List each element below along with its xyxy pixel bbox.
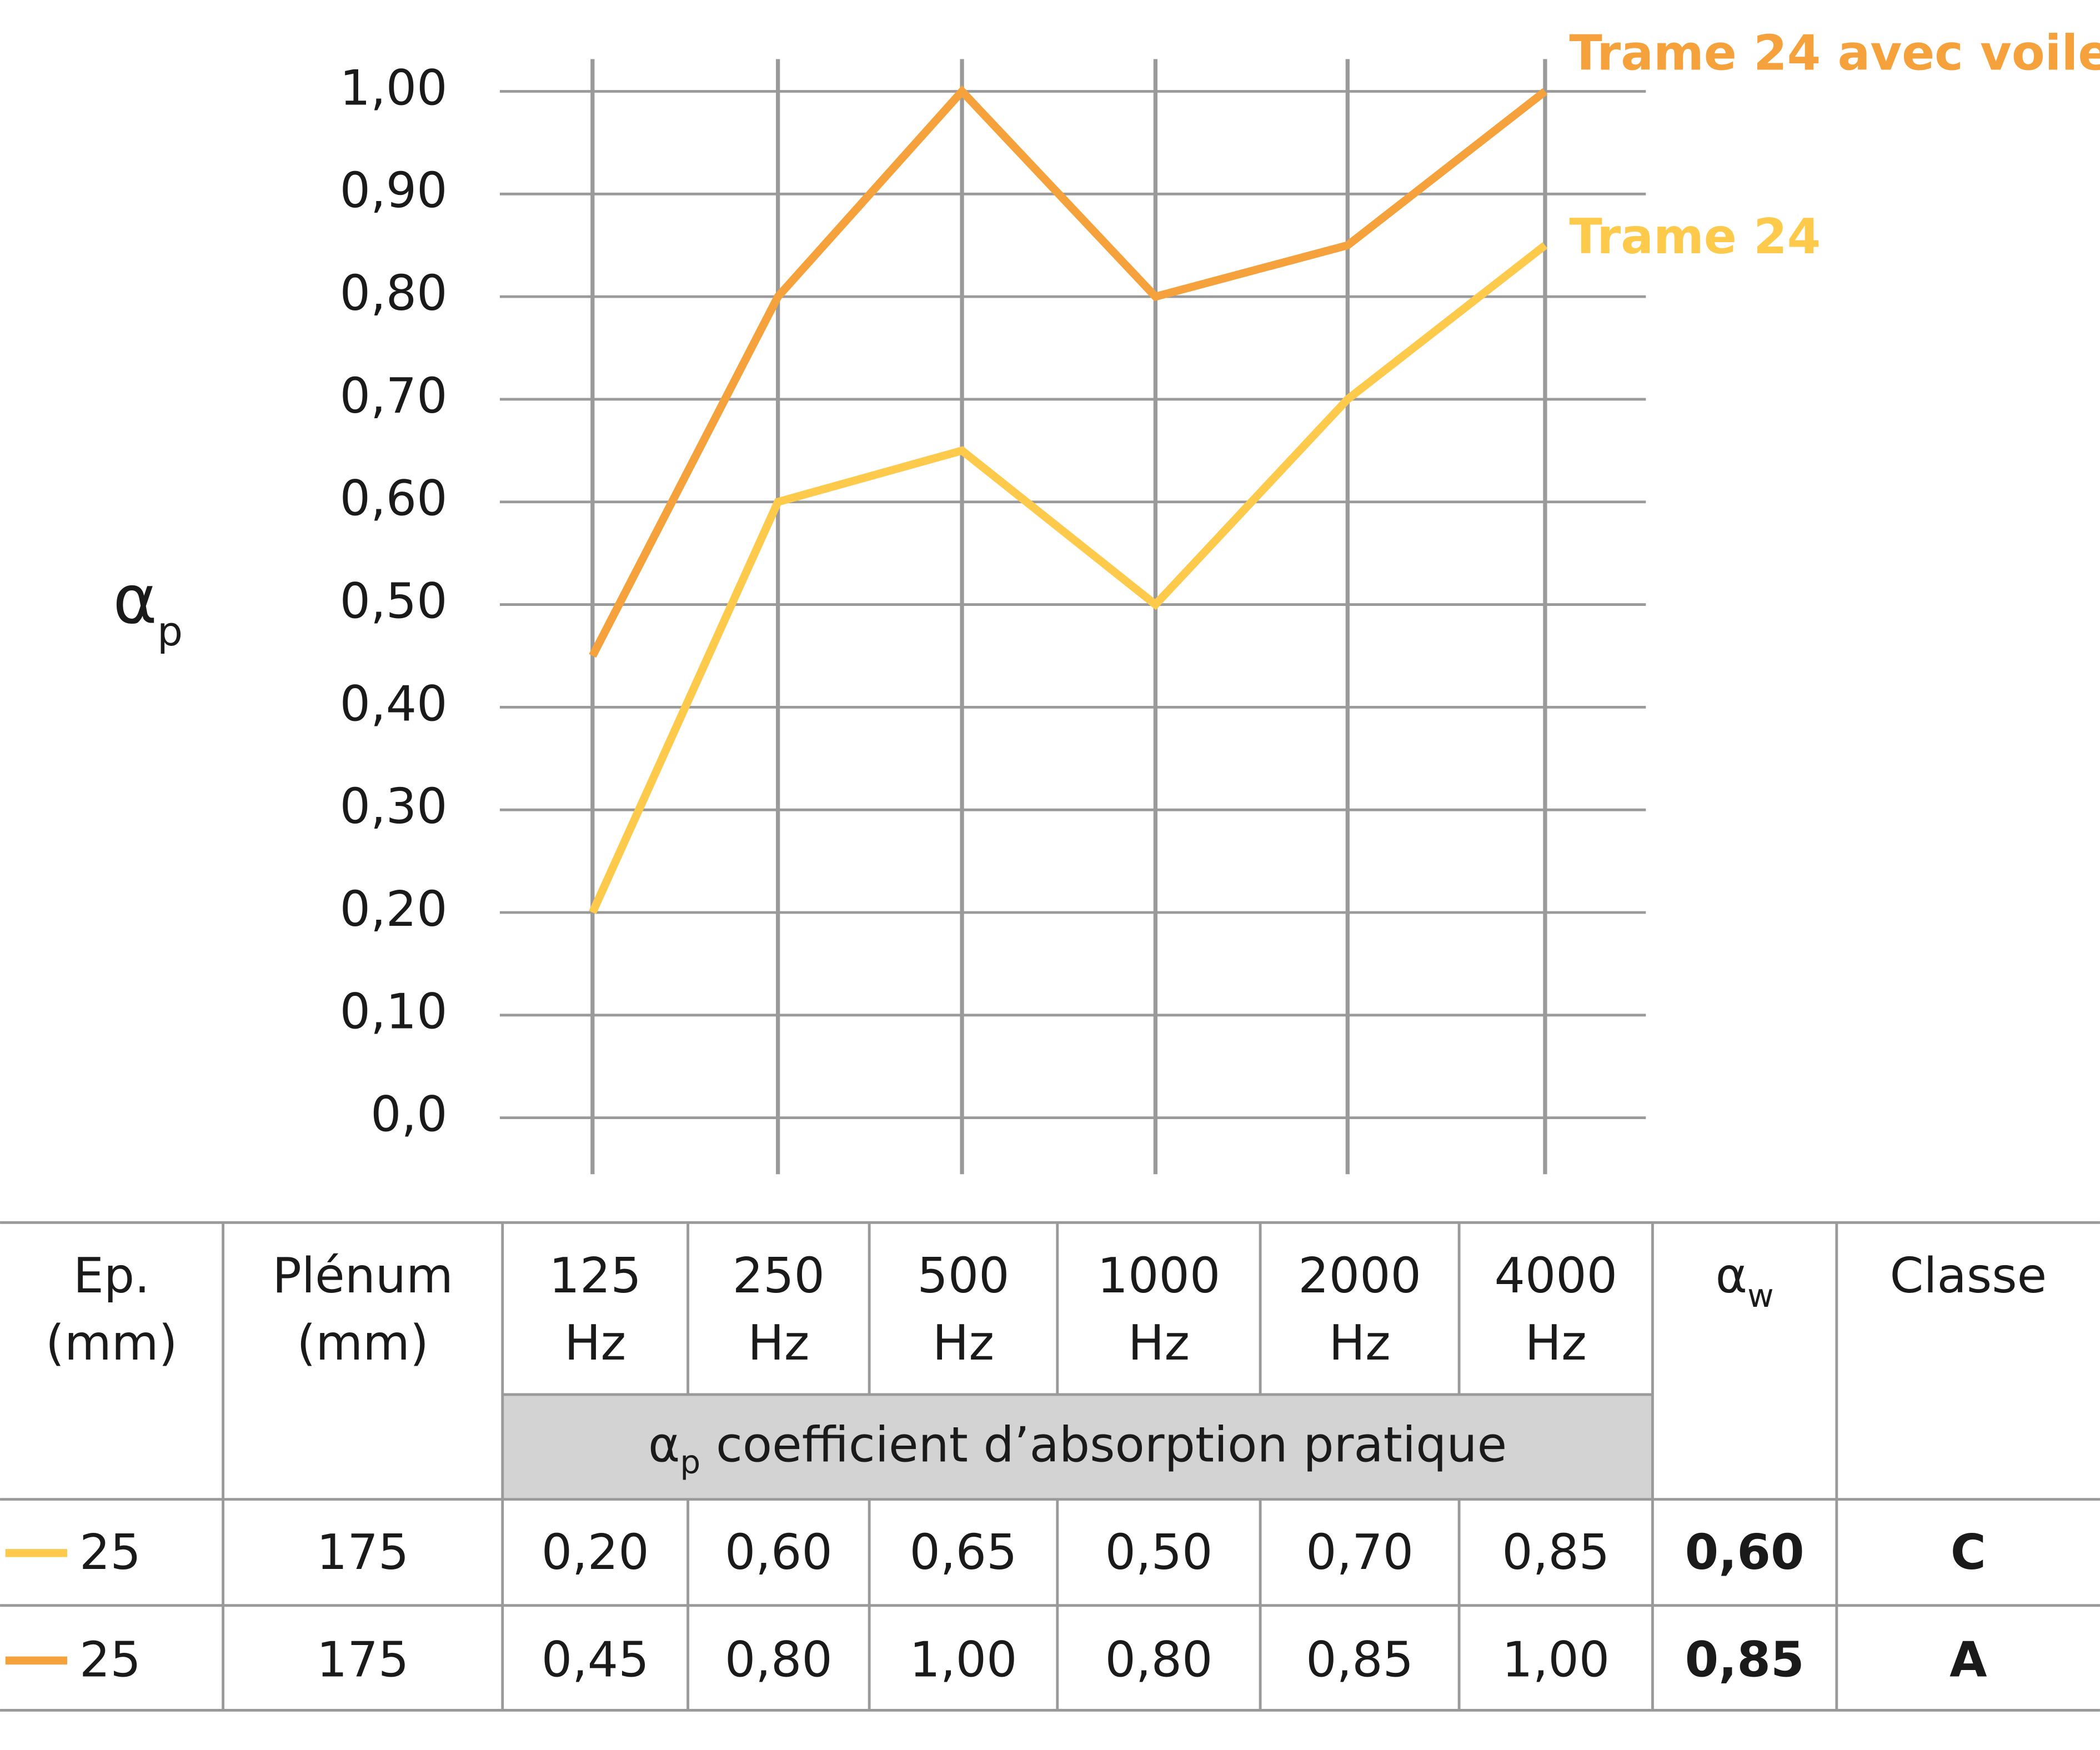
table-cell: 25 (79, 1524, 141, 1581)
column-header: (mm) (46, 1315, 178, 1371)
table-cell: 0,60 (725, 1524, 833, 1581)
table-cell: C (1951, 1524, 1986, 1581)
table-cell: 0,80 (1105, 1632, 1212, 1688)
table-cell: 0,85 (1502, 1524, 1610, 1581)
table-cell: 1,00 (910, 1632, 1018, 1688)
band-text: coefficient d’absorption pratique (700, 1417, 1507, 1473)
table-cell: 0,80 (725, 1632, 833, 1688)
band-symbol: α (648, 1417, 680, 1473)
table-cell: 175 (317, 1632, 409, 1688)
column-header: Hz (1525, 1315, 1587, 1371)
y-tick-label: 0,20 (340, 881, 448, 937)
table-cell: 0,85 (1306, 1632, 1414, 1688)
column-header: Hz (748, 1315, 809, 1371)
header-sub: w (1747, 1277, 1773, 1315)
y-axis-label: αp (113, 561, 183, 655)
y-label-sub: p (157, 609, 183, 655)
table-cell: 0,50 (1105, 1524, 1212, 1581)
column-header: Hz (933, 1315, 994, 1371)
y-tick-label: 0,70 (340, 368, 448, 424)
table-cell: A (1949, 1632, 1987, 1688)
y-tick-label: 0,40 (340, 675, 448, 732)
column-header: Classe (1890, 1247, 2047, 1304)
table-cell: 25 (79, 1632, 141, 1688)
table-cell: 0,70 (1306, 1524, 1414, 1581)
y-tick-label: 0,10 (340, 984, 448, 1040)
table-cell: 0,65 (910, 1524, 1018, 1581)
legend-label: Trame 24 avec voile (1569, 25, 2100, 82)
y-tick-label: 0,30 (340, 778, 448, 835)
y-tick-label: 0,80 (340, 265, 448, 322)
band-label: αp coefficient d’absorption pratique (648, 1417, 1507, 1481)
column-header: Hz (564, 1315, 626, 1371)
column-header: 1000 (1097, 1247, 1221, 1304)
y-tick-label: 0,90 (340, 162, 448, 219)
column-header: 500 (917, 1247, 1009, 1304)
band-bg (502, 1394, 1653, 1500)
y-tick-label: 0,0 (370, 1086, 447, 1143)
column-header: Plénum (272, 1247, 453, 1304)
header-symbol: α (1716, 1247, 1747, 1304)
column-header: 2000 (1298, 1247, 1421, 1304)
table-cell: 0,45 (542, 1632, 649, 1688)
table-cell: 175 (317, 1524, 409, 1581)
column-header: (mm) (297, 1315, 429, 1371)
column-header: Ep. (73, 1247, 150, 1304)
column-header: 4000 (1494, 1247, 1617, 1304)
y-tick-label: 1,00 (340, 59, 448, 116)
column-header: Hz (1329, 1315, 1390, 1371)
table-cell: 0,85 (1685, 1632, 1805, 1688)
column-header: αw (1716, 1247, 1774, 1315)
table-cell: 0,20 (542, 1524, 649, 1581)
y-label-symbol: α (113, 561, 157, 639)
table-cell: 1,00 (1502, 1632, 1610, 1688)
band-sub: p (680, 1443, 700, 1481)
table-cell: 0,60 (1685, 1524, 1805, 1581)
y-tick-label: 0,60 (340, 470, 448, 527)
legend-label: Trame 24 (1569, 208, 1821, 265)
column-header: Hz (1128, 1315, 1190, 1371)
series-line (589, 85, 1548, 658)
series-line (589, 242, 1548, 914)
column-header: 125 (549, 1247, 641, 1304)
y-tick-label: 0,50 (340, 573, 448, 629)
column-header: 250 (733, 1247, 825, 1304)
